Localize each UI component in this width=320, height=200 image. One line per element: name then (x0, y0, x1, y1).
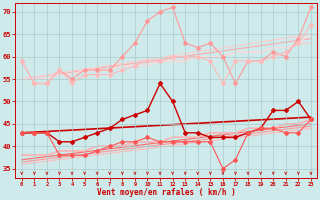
X-axis label: Vent moyen/en rafales ( km/h ): Vent moyen/en rafales ( km/h ) (97, 188, 236, 197)
